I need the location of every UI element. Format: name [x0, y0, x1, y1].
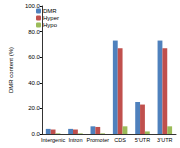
svg-text:Hypo: Hypo — [43, 22, 58, 28]
svg-text:80.0: 80.0 — [28, 29, 40, 35]
svg-text:Promoter: Promoter — [86, 137, 109, 143]
svg-text:DMR: DMR — [43, 8, 57, 14]
svg-text:DMR content (%): DMR content (%) — [8, 47, 14, 93]
svg-text:100.0: 100.0 — [25, 3, 41, 9]
svg-text:5'UTR: 5'UTR — [135, 137, 150, 143]
svg-text:60.0: 60.0 — [28, 54, 40, 60]
svg-text:CDS: CDS — [114, 137, 126, 143]
svg-text:Hyper: Hyper — [43, 15, 59, 21]
svg-text:Intron: Intron — [68, 137, 82, 143]
svg-text:40.0: 40.0 — [28, 80, 40, 86]
svg-text:Intergenic: Intergenic — [41, 137, 65, 143]
svg-text:0.0: 0.0 — [32, 131, 41, 137]
svg-text:3'UTR: 3'UTR — [157, 137, 172, 143]
svg-text:20.0: 20.0 — [28, 105, 40, 111]
